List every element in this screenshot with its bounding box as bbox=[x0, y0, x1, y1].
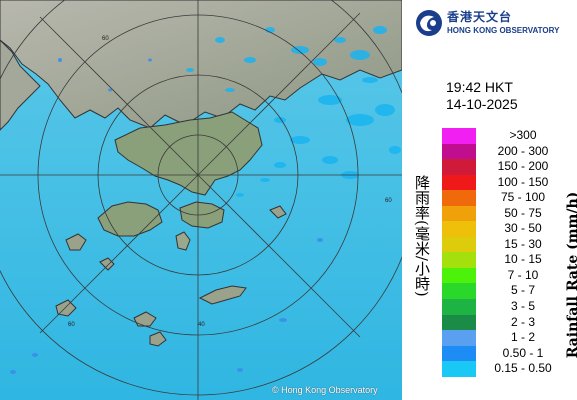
legend-swatch bbox=[442, 159, 476, 175]
legend-swatches bbox=[442, 128, 476, 377]
legend-swatch bbox=[442, 267, 476, 284]
legend-title-chinese: 降雨率(毫米/小時) bbox=[413, 175, 431, 297]
legend-label: 5 - 7 bbox=[510, 283, 535, 298]
legend-label: 2 - 3 bbox=[510, 314, 535, 329]
logo-english: HONG KONG OBSERVATORY bbox=[447, 26, 560, 35]
hko-emblem-icon bbox=[416, 10, 442, 36]
legend-label: 100 - 150 bbox=[497, 174, 549, 189]
island-small-1 bbox=[65, 233, 87, 251]
western-coast bbox=[0, 39, 41, 131]
legend-swatch bbox=[442, 314, 476, 331]
legend-label: 200 - 300 bbox=[497, 143, 549, 158]
lamma-island bbox=[175, 231, 191, 251]
legend-title-english: Rainfall Rate (mm/h) bbox=[565, 192, 577, 359]
radar-echoes bbox=[186, 26, 401, 197]
legend-label: 0.50 - 1 bbox=[502, 345, 544, 360]
legend-swatch bbox=[442, 190, 476, 206]
legend-labels: >300 200 - 300 150 - 200 100 - 150 75 - 100 5… bbox=[478, 128, 568, 377]
legend-label: 30 - 50 bbox=[504, 221, 542, 236]
legend-label: 10 - 15 bbox=[504, 252, 542, 267]
legend-swatch bbox=[442, 299, 476, 315]
legend-swatch bbox=[442, 143, 476, 160]
radar-map-svg: 60 60 40 60 bbox=[0, 0, 402, 400]
new-territories bbox=[114, 111, 263, 196]
legend-label: 50 - 75 bbox=[504, 205, 542, 220]
legend-label: 7 - 10 bbox=[507, 267, 539, 282]
map-credit: © Hong Kong Observatory bbox=[272, 385, 378, 395]
legend-title-english-svg: Rainfall Rate (mm/h) bbox=[565, 192, 577, 359]
legend-panel: 香港天文台 HONG KONG OBSERVATORY 19:42 HKT 14… bbox=[402, 0, 577, 400]
island-small-2 bbox=[133, 311, 157, 327]
island-small-6 bbox=[269, 205, 287, 219]
bearing-lines bbox=[0, 0, 402, 400]
legend-swatch bbox=[442, 221, 476, 237]
radar-map: 60 60 40 60 © Hong Kong Observatory bbox=[0, 0, 402, 400]
range-label: 60 bbox=[385, 198, 392, 204]
timestamp-time: 19:42 HKT bbox=[446, 79, 513, 95]
legend-label: 15 - 30 bbox=[504, 236, 542, 251]
legend-swatch bbox=[442, 236, 476, 253]
range-label: 60 bbox=[102, 36, 109, 42]
legend-swatch bbox=[442, 330, 476, 346]
legend-swatch bbox=[442, 128, 476, 144]
legend-swatch bbox=[442, 361, 476, 377]
legend-swatch bbox=[442, 283, 476, 300]
island-group-south bbox=[198, 285, 247, 305]
legend-label: 1 - 2 bbox=[510, 330, 535, 345]
island-small-4 bbox=[149, 331, 167, 347]
logo-chinese: 香港天文台 bbox=[447, 10, 513, 24]
range-label: 40 bbox=[198, 322, 205, 328]
timestamp-date: 14-10-2025 bbox=[446, 96, 518, 112]
legend-swatch bbox=[442, 205, 476, 222]
hko-logo: 香港天文台 HONG KONG OBSERVATORY bbox=[414, 6, 574, 40]
legend-label: 3 - 5 bbox=[510, 299, 535, 314]
legend-label: 75 - 100 bbox=[500, 190, 546, 205]
legend-swatch bbox=[442, 252, 476, 268]
legend-label: 150 - 200 bbox=[497, 159, 549, 174]
legend-label: >300 bbox=[509, 128, 537, 142]
range-label: 60 bbox=[68, 322, 75, 328]
legend-label: 0.15 - 0.50 bbox=[494, 361, 552, 376]
legend-swatch bbox=[442, 174, 476, 191]
legend-swatch bbox=[442, 345, 476, 362]
radar-echoes-light bbox=[10, 58, 323, 374]
